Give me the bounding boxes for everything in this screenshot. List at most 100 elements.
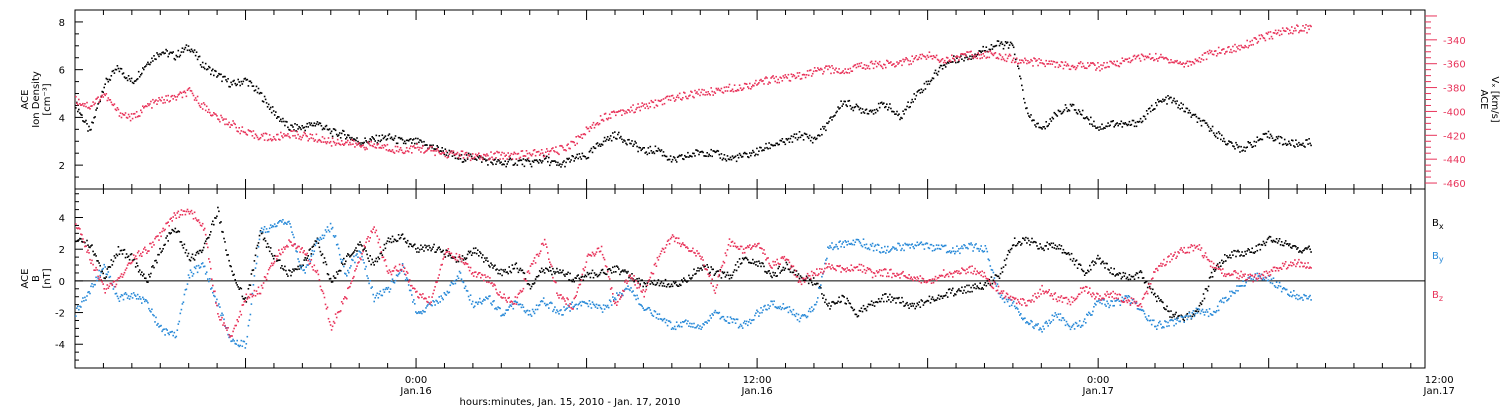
data-point	[1079, 320, 1081, 322]
data-point	[726, 160, 728, 162]
data-point	[961, 58, 963, 60]
data-point	[664, 318, 666, 320]
data-point	[874, 305, 876, 307]
data-point	[297, 266, 299, 268]
data-point	[450, 152, 452, 154]
data-point	[1214, 135, 1216, 137]
data-point	[636, 278, 638, 280]
data-point	[157, 323, 159, 325]
data-point	[408, 151, 410, 153]
data-point	[1066, 65, 1068, 67]
data-point	[1155, 53, 1157, 55]
data-point	[799, 131, 801, 133]
data-point	[334, 142, 336, 144]
data-point	[392, 236, 394, 238]
data-point	[500, 269, 502, 271]
data-point	[118, 298, 120, 300]
data-point	[1275, 286, 1277, 288]
data-point	[270, 247, 272, 249]
data-point	[581, 158, 583, 160]
data-point	[282, 118, 284, 120]
data-point	[401, 138, 403, 140]
data-point	[272, 106, 274, 108]
data-point	[266, 246, 268, 248]
data-point	[231, 340, 233, 342]
data-point	[882, 68, 884, 70]
data-point	[106, 93, 108, 95]
data-point	[1144, 116, 1146, 118]
data-point	[1217, 137, 1219, 139]
data-point	[232, 339, 234, 341]
data-point	[1233, 50, 1235, 52]
data-point	[1081, 66, 1083, 68]
data-point	[400, 147, 402, 149]
data-point	[1037, 323, 1039, 325]
data-point	[124, 249, 126, 251]
data-point	[794, 75, 796, 77]
data-point	[1230, 49, 1232, 51]
data-point	[78, 109, 80, 111]
data-point	[181, 51, 183, 53]
data-point	[160, 325, 162, 327]
data-point	[546, 148, 548, 150]
data-point	[841, 72, 843, 74]
data-point	[973, 55, 975, 57]
data-point	[191, 49, 193, 51]
data-point	[623, 271, 625, 273]
data-point	[299, 136, 301, 138]
data-point	[300, 129, 302, 131]
data-point	[544, 272, 546, 274]
data-point	[701, 269, 703, 271]
data-point	[124, 114, 126, 116]
data-point	[1034, 58, 1036, 60]
data-point	[1277, 138, 1279, 140]
data-point	[120, 296, 122, 298]
data-point	[368, 283, 370, 285]
data-point	[530, 288, 532, 290]
data-point	[427, 249, 429, 251]
data-point	[1026, 242, 1028, 244]
data-point	[298, 138, 300, 140]
data-point	[357, 256, 359, 258]
data-point	[245, 78, 247, 80]
data-point	[1281, 291, 1283, 293]
data-point	[539, 304, 541, 306]
data-point	[895, 113, 897, 115]
data-point	[557, 311, 559, 313]
data-point	[858, 66, 860, 68]
data-point	[673, 281, 675, 283]
data-point	[657, 105, 659, 107]
data-point	[505, 154, 507, 156]
data-point	[890, 61, 892, 63]
data-point	[523, 306, 525, 308]
data-point	[1071, 326, 1073, 328]
data-point	[613, 271, 615, 273]
data-point	[926, 81, 928, 83]
data-point	[722, 159, 724, 161]
data-point	[469, 155, 471, 157]
data-point	[994, 277, 996, 279]
data-point	[175, 59, 177, 61]
data-point	[1264, 279, 1266, 281]
data-point	[540, 271, 542, 273]
data-point	[320, 237, 322, 239]
data-point	[328, 229, 330, 231]
data-point	[865, 247, 867, 249]
data-point	[1210, 128, 1212, 130]
data-point	[1097, 255, 1099, 257]
data-point	[1101, 124, 1103, 126]
data-point	[910, 63, 912, 65]
data-point	[253, 284, 255, 286]
data-point	[1139, 58, 1141, 60]
data-point	[79, 112, 81, 114]
data-point	[1222, 262, 1224, 264]
data-point	[508, 306, 510, 308]
data-point	[1055, 312, 1057, 314]
data-point	[940, 60, 942, 62]
data-point	[1080, 61, 1082, 63]
data-point	[1248, 45, 1250, 47]
data-point	[386, 243, 388, 245]
data-point	[582, 276, 584, 278]
data-point	[952, 288, 954, 290]
